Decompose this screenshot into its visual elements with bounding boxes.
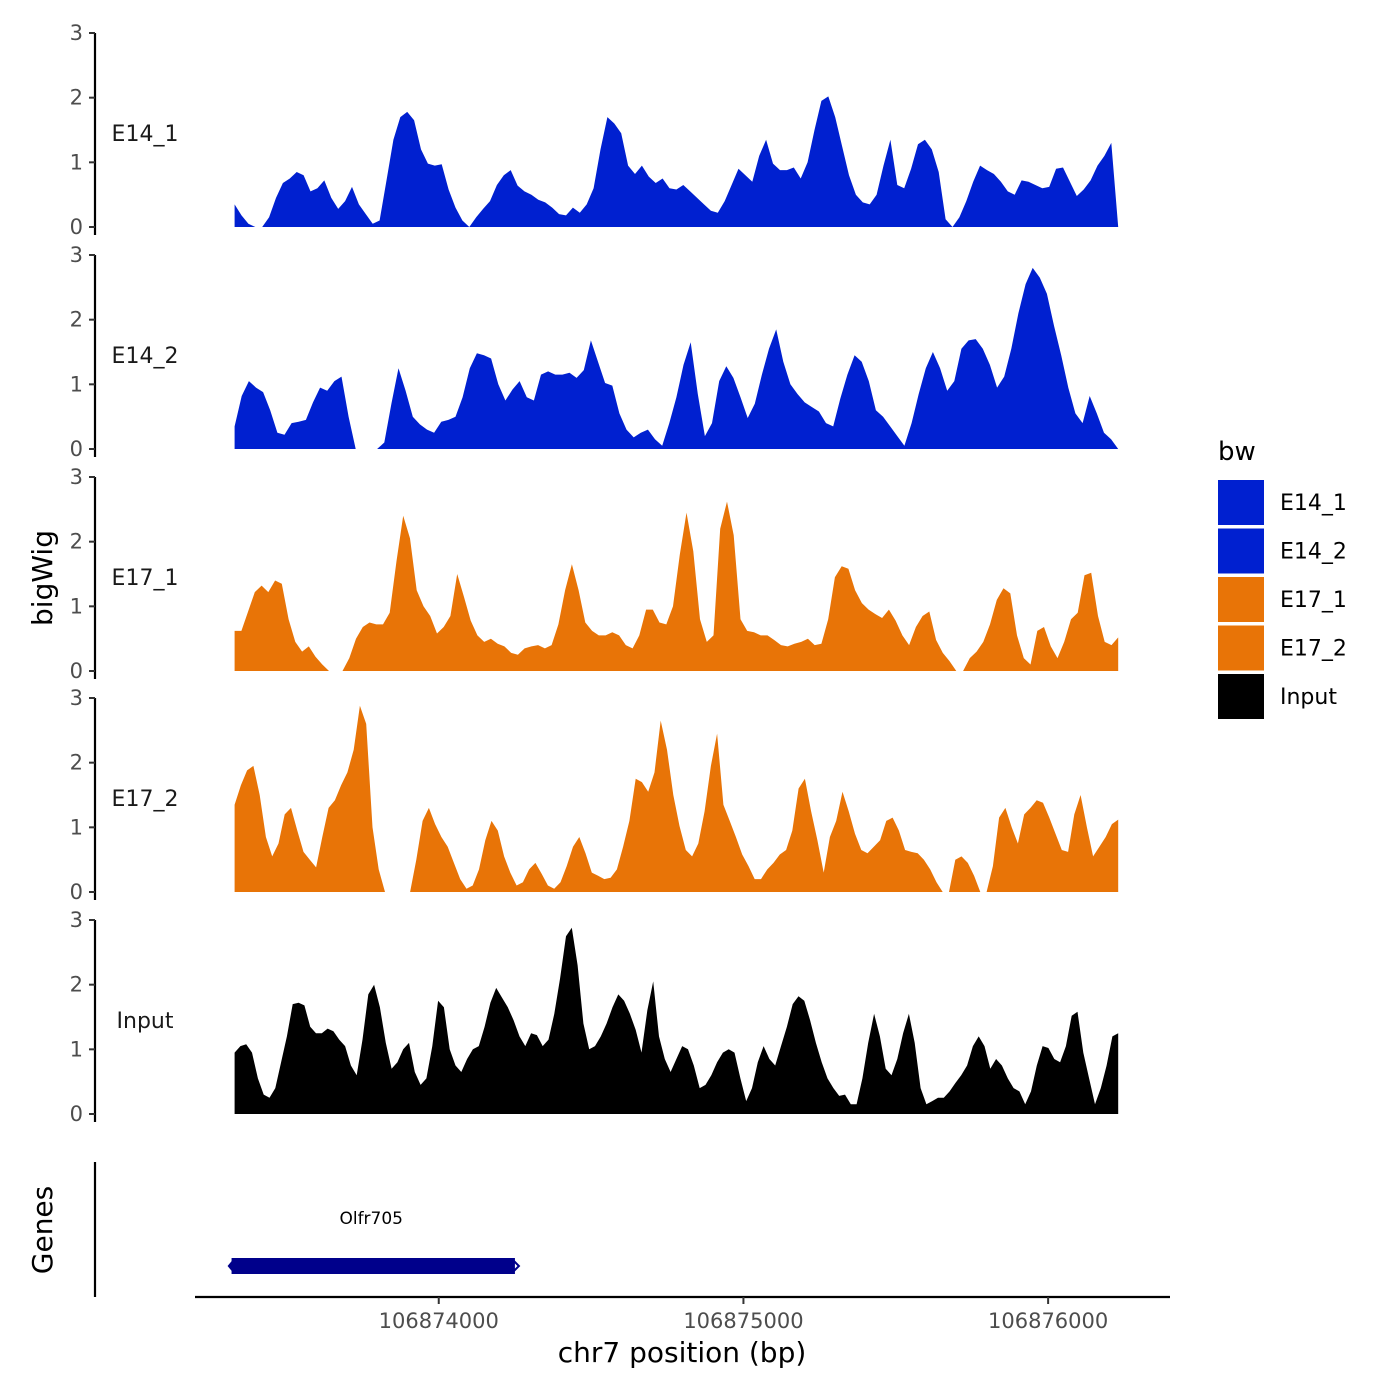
legend-swatch — [1218, 577, 1264, 622]
legend: bw E14_1 E14_2 E17_1 E17_2 Input — [1218, 437, 1347, 719]
y-tick-label: 1 — [70, 1037, 83, 1061]
coverage-area — [234, 267, 1119, 449]
y-tick-label: 2 — [70, 751, 83, 775]
legend-label: Input — [1280, 685, 1337, 710]
legend-item-e14-2: E14_2 — [1218, 528, 1347, 574]
y-tick-label: 0 — [70, 880, 83, 904]
y-tick-label: 2 — [70, 86, 83, 110]
track-label: E14_1 — [112, 122, 179, 147]
legend-swatch — [1218, 674, 1264, 719]
gene-label: Olfr705 — [339, 1209, 403, 1229]
track-input: 0 1 2 3 Input — [70, 908, 1119, 1126]
y-tick-label: 1 — [70, 594, 83, 618]
y-tick-label: 1 — [70, 372, 83, 396]
track-label: E17_2 — [112, 787, 179, 812]
y-tick-label: 0 — [70, 1102, 83, 1126]
legend-label: E17_2 — [1280, 637, 1347, 662]
track-e14-1: 0 1 2 3 E14_1 — [70, 21, 1119, 239]
gene-olfr705: Olfr705 — [227, 1209, 521, 1274]
legend-label: E14_2 — [1280, 540, 1347, 565]
y-tick-label: 3 — [70, 465, 83, 489]
y-tick-label: 0 — [70, 215, 83, 239]
gene-end-marker — [512, 1259, 521, 1273]
y-tick-label: 0 — [70, 659, 83, 683]
genes-track: Genes Olfr705 — [26, 1162, 521, 1297]
x-tick-label: 106876000 — [988, 1309, 1108, 1333]
y-tick-label: 1 — [70, 150, 83, 174]
track-label: E17_1 — [112, 566, 179, 591]
track-e14-2: 0 1 2 3 E14_2 — [70, 243, 1119, 461]
legend-item-input: Input — [1218, 674, 1337, 719]
legend-title: bw — [1218, 437, 1256, 467]
legend-item-e17-1: E17_1 — [1218, 577, 1347, 622]
legend-label: E14_1 — [1280, 491, 1347, 516]
coverage-area — [234, 705, 1119, 892]
legend-item-e14-1: E14_1 — [1218, 480, 1347, 525]
y-axis-title: bigWig — [26, 530, 59, 626]
y-tick-label: 2 — [70, 530, 83, 554]
coverage-area — [234, 927, 1119, 1114]
legend-item-e17-2: E17_2 — [1218, 625, 1347, 671]
y-tick-label: 3 — [70, 908, 83, 932]
track-e17-1: 0 1 2 3 E17_1 — [70, 465, 1119, 683]
y-tick-label: 1 — [70, 815, 83, 839]
x-tick-label: 106875000 — [683, 1309, 803, 1333]
track-label: Input — [117, 1009, 174, 1034]
x-axis-title: chr7 position (bp) — [558, 1336, 807, 1369]
legend-label: E17_1 — [1280, 588, 1347, 613]
legend-swatch — [1218, 480, 1264, 525]
y-tick-label: 2 — [70, 308, 83, 332]
y-tick-label: 2 — [70, 973, 83, 997]
coverage-area — [234, 96, 1119, 228]
y-tick-label: 0 — [70, 437, 83, 461]
y-tick-label: 3 — [70, 243, 83, 267]
x-axis: chr7 position (bp) 106874000 106875000 106… — [195, 1295, 1170, 1369]
coverage-area — [234, 501, 1119, 671]
y-tick-label: 3 — [70, 21, 83, 45]
coverage-tracks: 0 1 2 3 E14_1 0 1 2 3 E14_2 0 1 2 3 E17_1 0 1 2 3 E17_2 0 1 2 3… — [70, 21, 1119, 1126]
track-e17-2: 0 1 2 3 E17_2 — [70, 686, 1119, 904]
gene-start-marker — [227, 1260, 233, 1272]
legend-swatch — [1218, 625, 1264, 671]
track-label: E14_2 — [112, 344, 179, 369]
x-tick-label: 106874000 — [379, 1309, 499, 1333]
genes-track-title: Genes — [26, 1186, 59, 1274]
gene-body — [231, 1258, 515, 1274]
y-tick-label: 3 — [70, 686, 83, 710]
legend-swatch — [1218, 528, 1264, 574]
